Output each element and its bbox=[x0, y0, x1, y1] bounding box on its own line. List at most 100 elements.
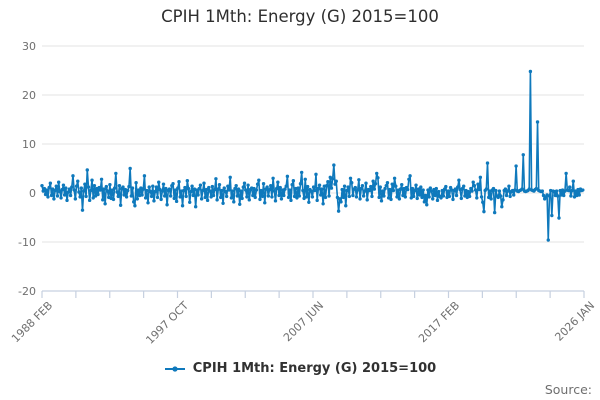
data-point-marker[interactable] bbox=[259, 188, 263, 193]
data-point-marker[interactable] bbox=[478, 175, 483, 180]
data-point-marker[interactable] bbox=[238, 202, 242, 206]
data-point-marker[interactable] bbox=[161, 182, 166, 186]
data-point-marker[interactable] bbox=[378, 185, 382, 189]
data-point-marker[interactable] bbox=[74, 184, 79, 188]
data-point-marker[interactable] bbox=[221, 201, 225, 205]
data-point-marker[interactable] bbox=[514, 164, 518, 168]
data-point-marker[interactable] bbox=[501, 198, 505, 202]
data-point-marker[interactable] bbox=[375, 171, 379, 176]
data-point-marker[interactable] bbox=[101, 198, 105, 202]
data-point-marker[interactable] bbox=[122, 193, 126, 197]
data-point-marker[interactable] bbox=[416, 187, 421, 191]
data-point-marker[interactable] bbox=[83, 182, 87, 186]
data-point-marker[interactable] bbox=[61, 183, 66, 187]
data-point-marker[interactable] bbox=[457, 178, 461, 182]
data-point-marker[interactable] bbox=[228, 175, 232, 180]
data-point-marker[interactable] bbox=[321, 202, 325, 206]
data-point-marker[interactable] bbox=[498, 194, 503, 198]
data-point-marker[interactable] bbox=[379, 199, 384, 203]
data-point-marker[interactable] bbox=[377, 195, 381, 200]
data-point-marker[interactable] bbox=[390, 182, 394, 186]
data-point-marker[interactable] bbox=[446, 189, 450, 193]
data-point-marker[interactable] bbox=[353, 185, 357, 190]
data-point-marker[interactable] bbox=[65, 198, 69, 203]
data-point-marker[interactable] bbox=[81, 189, 86, 193]
data-point-marker[interactable] bbox=[546, 238, 550, 242]
data-point-marker[interactable] bbox=[415, 196, 419, 201]
data-point-marker[interactable] bbox=[273, 199, 278, 203]
data-point-marker[interactable] bbox=[303, 177, 307, 181]
data-point-marker[interactable] bbox=[203, 195, 207, 200]
data-point-marker[interactable] bbox=[207, 185, 211, 190]
data-point-marker[interactable] bbox=[173, 188, 178, 192]
data-point-marker[interactable] bbox=[288, 188, 292, 192]
data-point-marker[interactable] bbox=[330, 177, 335, 181]
data-point-marker[interactable] bbox=[145, 188, 149, 193]
data-point-marker[interactable] bbox=[319, 193, 323, 197]
data-point-marker[interactable] bbox=[423, 193, 428, 198]
data-point-marker[interactable] bbox=[234, 183, 238, 188]
data-point-marker[interactable] bbox=[363, 189, 367, 193]
data-point-marker[interactable] bbox=[127, 184, 131, 189]
data-point-marker[interactable] bbox=[453, 187, 458, 191]
data-point-marker[interactable] bbox=[504, 193, 509, 198]
data-point-marker[interactable] bbox=[115, 190, 119, 194]
data-point-marker[interactable] bbox=[222, 186, 226, 190]
data-point-marker[interactable] bbox=[307, 200, 311, 205]
data-point-marker[interactable] bbox=[283, 187, 287, 191]
data-point-marker[interactable] bbox=[367, 188, 372, 193]
data-point-marker[interactable] bbox=[251, 193, 255, 198]
data-point-marker[interactable] bbox=[92, 183, 97, 188]
data-point-marker[interactable] bbox=[406, 187, 410, 192]
data-point-marker[interactable] bbox=[242, 181, 247, 185]
data-point-marker[interactable] bbox=[407, 177, 411, 181]
data-point-marker[interactable] bbox=[265, 185, 269, 189]
data-point-marker[interactable] bbox=[184, 194, 188, 199]
data-point-marker[interactable] bbox=[369, 184, 373, 189]
data-point-marker[interactable] bbox=[329, 186, 334, 190]
data-point-marker[interactable] bbox=[547, 194, 552, 198]
data-point-marker[interactable] bbox=[332, 163, 336, 167]
data-point-marker[interactable] bbox=[255, 182, 260, 186]
data-point-marker[interactable] bbox=[451, 197, 455, 202]
data-point-marker[interactable] bbox=[557, 216, 561, 220]
data-point-marker[interactable] bbox=[284, 184, 288, 188]
data-point-marker[interactable] bbox=[174, 199, 179, 204]
data-point-marker[interactable] bbox=[86, 185, 91, 189]
data-point-marker[interactable] bbox=[428, 186, 433, 190]
data-point-marker[interactable] bbox=[556, 194, 560, 198]
data-point-marker[interactable] bbox=[566, 188, 571, 193]
data-point-marker[interactable] bbox=[434, 186, 438, 191]
data-point-marker[interactable] bbox=[384, 183, 388, 188]
data-point-marker[interactable] bbox=[118, 203, 123, 207]
data-point-marker[interactable] bbox=[395, 195, 399, 199]
data-point-marker[interactable] bbox=[84, 194, 88, 199]
data-point-marker[interactable] bbox=[223, 189, 228, 194]
data-point-marker[interactable] bbox=[313, 188, 317, 193]
data-point-marker[interactable] bbox=[346, 185, 350, 189]
data-point-marker[interactable] bbox=[80, 208, 85, 212]
data-point-marker[interactable] bbox=[98, 188, 103, 192]
data-point-marker[interactable] bbox=[114, 171, 118, 176]
data-point-marker[interactable] bbox=[90, 178, 94, 182]
data-point-marker[interactable] bbox=[103, 202, 107, 206]
data-point-marker[interactable] bbox=[196, 193, 200, 197]
data-point-marker[interactable] bbox=[147, 185, 151, 189]
data-point-marker[interactable] bbox=[564, 171, 568, 176]
data-point-marker[interactable] bbox=[341, 195, 346, 200]
data-point-marker[interactable] bbox=[534, 186, 539, 191]
data-point-marker[interactable] bbox=[485, 161, 490, 165]
data-point-marker[interactable] bbox=[168, 194, 173, 198]
data-point-marker[interactable] bbox=[218, 195, 223, 200]
data-point-marker[interactable] bbox=[491, 186, 496, 191]
data-point-marker[interactable] bbox=[397, 197, 402, 201]
data-point-marker[interactable] bbox=[339, 200, 343, 204]
data-point-marker[interactable] bbox=[235, 194, 240, 198]
data-point-marker[interactable] bbox=[210, 184, 215, 189]
data-point-marker[interactable] bbox=[289, 198, 293, 203]
data-point-marker[interactable] bbox=[257, 178, 261, 182]
data-point-marker[interactable] bbox=[296, 186, 300, 190]
data-point-marker[interactable] bbox=[388, 187, 392, 192]
data-point-marker[interactable] bbox=[279, 197, 284, 201]
data-point-marker[interactable] bbox=[503, 187, 508, 191]
